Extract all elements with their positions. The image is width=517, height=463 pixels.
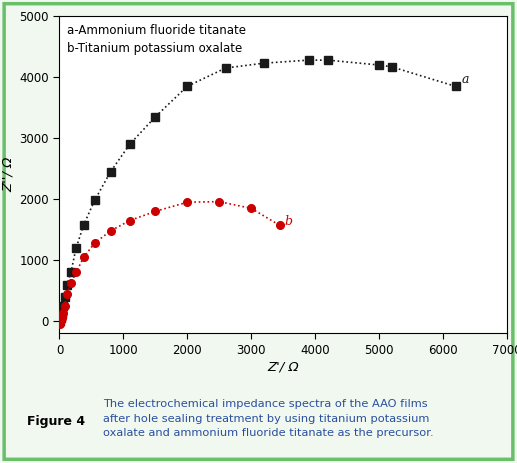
Text: a-Ammonium fluoride titanate: a-Ammonium fluoride titanate (67, 24, 246, 37)
Text: a: a (462, 73, 469, 86)
X-axis label: Z'/ Ω: Z'/ Ω (267, 361, 299, 374)
Text: b-Titanium potassium oxalate: b-Titanium potassium oxalate (67, 42, 242, 55)
Text: Figure 4: Figure 4 (26, 415, 85, 428)
Text: b: b (284, 215, 292, 228)
Y-axis label: Z''/ Ω: Z''/ Ω (2, 157, 15, 193)
Text: The electrochemical impedance spectra of the AAO films
after hole sealing treatm: The electrochemical impedance spectra of… (103, 399, 434, 438)
